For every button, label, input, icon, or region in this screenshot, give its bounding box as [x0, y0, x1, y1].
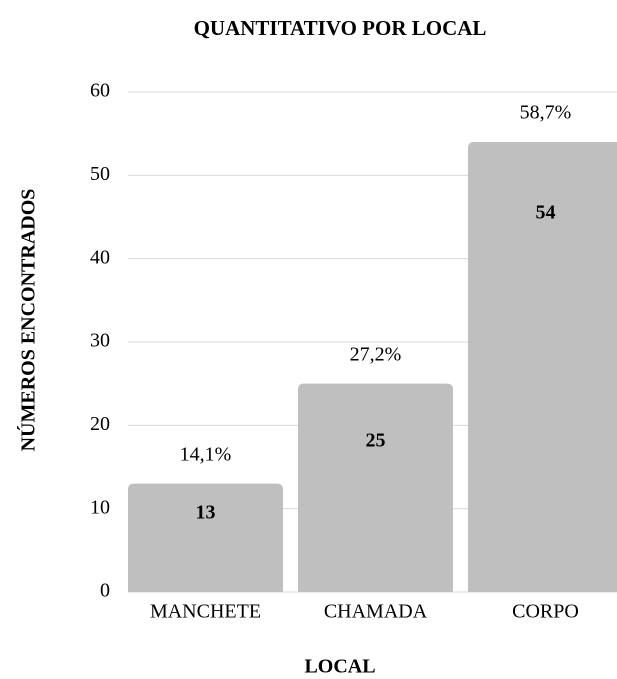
y-tick-label: 20 [90, 413, 110, 435]
percent-label: 58,7% [520, 102, 572, 124]
x-axis-label: LOCAL [304, 656, 375, 678]
data-label: 54 [536, 202, 556, 224]
bar [128, 483, 283, 592]
data-label: 13 [196, 502, 216, 524]
data-label: 25 [366, 430, 386, 452]
percent-label: 14,1% [180, 443, 232, 465]
y-tick-label: 30 [90, 330, 110, 352]
x-tick-label: CHAMADA [324, 601, 428, 623]
y-tick-label: 60 [90, 80, 110, 102]
y-axis-label: NÚMEROS ENCONTRADOS [16, 189, 40, 452]
y-tick-label: 50 [90, 163, 110, 185]
chart-title: QUANTITATIVO POR LOCAL [194, 16, 487, 40]
y-tick-label: 0 [100, 580, 110, 602]
y-tick-label: 40 [90, 246, 110, 268]
x-tick-label: CORPO [512, 601, 579, 623]
bar [468, 142, 617, 592]
percent-label: 27,2% [350, 343, 402, 365]
bar [298, 383, 453, 592]
x-tick-label: MANCHETE [150, 601, 261, 623]
y-tick-label: 10 [90, 496, 110, 518]
